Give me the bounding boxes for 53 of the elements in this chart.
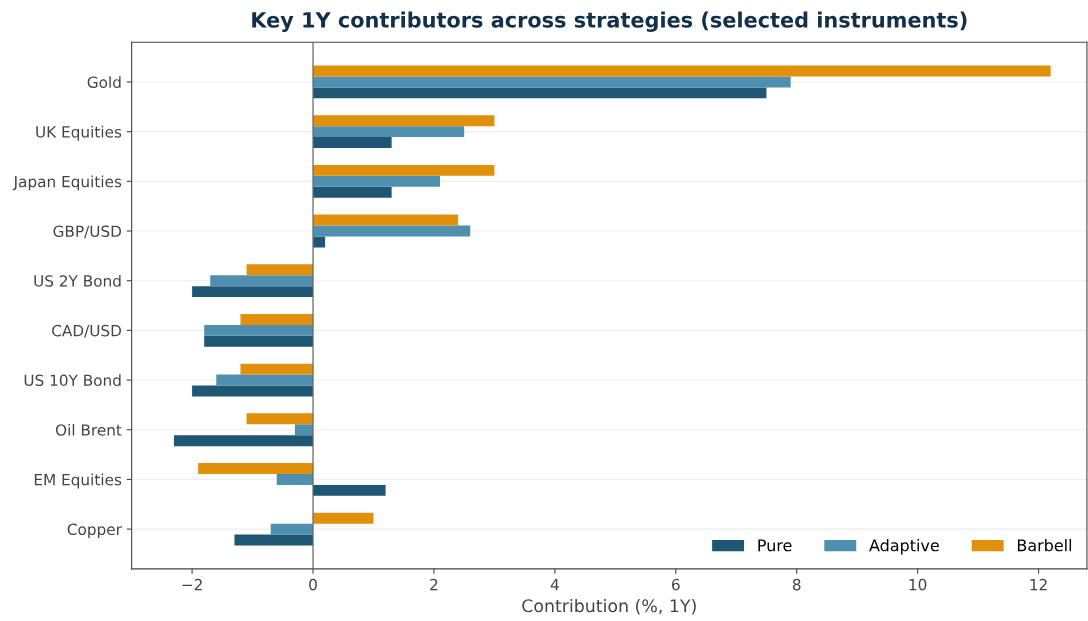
bar [276, 473, 314, 485]
bar [204, 324, 314, 336]
x-tick-label: 6 [671, 578, 680, 591]
bar [240, 313, 314, 325]
bar [240, 363, 314, 375]
x-tick-label: 10 [909, 578, 927, 591]
bar [313, 126, 465, 138]
bar [313, 164, 495, 176]
x-tick-label: 2 [430, 578, 438, 591]
bar [204, 335, 314, 347]
y-tick-label: Japan Equities [12, 175, 122, 191]
bar [313, 214, 459, 226]
bar [173, 435, 314, 447]
bar [246, 413, 314, 425]
y-tick-label: UK Equities [36, 125, 122, 141]
x-tick-label: −2 [182, 578, 202, 591]
bar [313, 225, 471, 237]
bar [313, 236, 326, 248]
bar [313, 484, 386, 496]
x-tick-label: 0 [309, 578, 317, 591]
bar [270, 523, 314, 535]
legend-label: Barbell [1017, 539, 1072, 552]
y-tick-label: Oil Brent [55, 423, 122, 436]
x-tick-label: 12 [1030, 578, 1047, 591]
y-tick-label: CAD/USD [52, 324, 122, 338]
bar [313, 186, 392, 198]
bar [313, 76, 791, 88]
bar [313, 115, 495, 127]
bar [198, 463, 314, 474]
bar [192, 286, 314, 298]
y-tick-label: GBP/USD [53, 225, 122, 239]
bar [313, 65, 1051, 77]
y-tick-label: Copper [67, 523, 122, 539]
bar [210, 275, 314, 287]
bar [313, 512, 374, 524]
bar [313, 87, 767, 99]
x-axis-title: Contribution (%, 1Y) [522, 598, 696, 615]
bar [246, 264, 314, 276]
bar [313, 175, 440, 187]
bar [234, 534, 314, 546]
y-tick-label: US 2Y Bond [34, 274, 121, 287]
y-tick-label: EM Equities [34, 473, 122, 489]
chart-title: Key 1Y contributors across strategies (selected instruments) [252, 11, 967, 32]
legend-label: Adaptive [869, 539, 939, 555]
y-tick-label: Gold [87, 76, 121, 88]
x-tick-label: 4 [550, 579, 559, 591]
x-tick-label: 8 [792, 578, 801, 591]
bar [294, 424, 314, 436]
bar [192, 385, 314, 397]
bar [313, 137, 392, 149]
y-tick-label: US 10Y Bond [24, 374, 121, 387]
legend-label: Pure [758, 539, 792, 552]
bar [216, 374, 314, 386]
